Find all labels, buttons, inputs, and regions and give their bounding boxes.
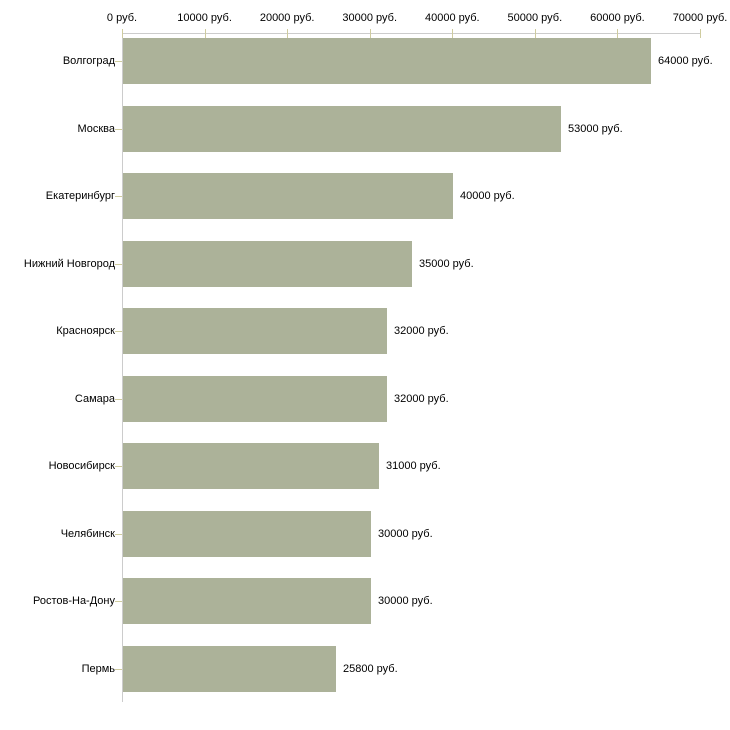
bar-8 (123, 511, 371, 557)
bar-2 (123, 106, 561, 152)
category-label: Москва (77, 123, 115, 135)
x-axis-line (122, 33, 701, 34)
category-label: Пермь (81, 663, 115, 675)
x-axis-tick-label: 20000 руб. (259, 12, 315, 24)
category-label: Волгоград (62, 55, 115, 67)
category-tick-mark (115, 129, 122, 130)
value-label: 40000 руб. (460, 190, 515, 202)
bar-7 (123, 443, 379, 489)
value-label: 64000 руб. (658, 55, 713, 67)
value-label: 32000 руб. (394, 393, 449, 405)
category-label: Самара (74, 393, 115, 405)
category-label: Нижний Новгород (23, 258, 115, 270)
y-axis-line (122, 33, 123, 702)
category-label: Красноярск (56, 325, 115, 337)
x-axis-tick-mark (700, 29, 701, 38)
value-label: 53000 руб. (568, 123, 623, 135)
category-label: Екатеринбург (45, 190, 115, 202)
category-label: Ростов-На-Дону (32, 595, 115, 607)
value-label: 30000 руб. (378, 528, 433, 540)
x-axis-tick-label: 10000 руб. (177, 12, 232, 24)
value-label: 35000 руб. (419, 258, 474, 270)
x-axis-tick-mark (122, 29, 123, 38)
x-axis-tick-mark (534, 29, 536, 38)
category-label: Челябинск (60, 528, 115, 540)
bar-3 (123, 173, 453, 219)
bar-9 (123, 578, 371, 624)
bar-5 (123, 308, 387, 354)
category-label: Новосибирск (48, 460, 115, 472)
bar-4 (123, 241, 412, 287)
category-tick-mark (115, 534, 122, 535)
x-axis-tick-label: 40000 руб. (424, 12, 480, 24)
category-tick-mark (115, 331, 122, 332)
category-tick-mark (115, 264, 122, 265)
value-label: 32000 руб. (394, 325, 449, 337)
category-tick-mark (115, 196, 122, 197)
value-label: 30000 руб. (378, 595, 433, 607)
x-axis-tick-label: 50000 руб. (507, 12, 563, 24)
x-axis-tick-mark (369, 29, 371, 38)
x-axis-tick-label: 30000 руб. (342, 12, 398, 24)
x-axis-tick-mark (204, 29, 206, 38)
category-tick-mark (115, 601, 122, 602)
bar-10 (123, 646, 336, 692)
value-label: 25800 руб. (343, 663, 398, 675)
value-label: 31000 руб. (386, 460, 441, 472)
x-axis-tick-mark (452, 29, 454, 38)
category-tick-mark (115, 466, 122, 467)
category-tick-mark (115, 399, 122, 400)
bar-1 (123, 38, 651, 84)
category-tick-mark (115, 61, 122, 62)
x-axis-tick-label: 0 руб. (106, 12, 138, 24)
x-axis-tick-label: 70000 руб. (672, 12, 728, 24)
x-axis-tick-mark (287, 29, 289, 38)
category-tick-mark (115, 669, 122, 670)
bar-6 (123, 376, 387, 422)
x-axis-tick-mark (617, 29, 619, 38)
x-axis-tick-label: 60000 руб. (590, 12, 645, 24)
